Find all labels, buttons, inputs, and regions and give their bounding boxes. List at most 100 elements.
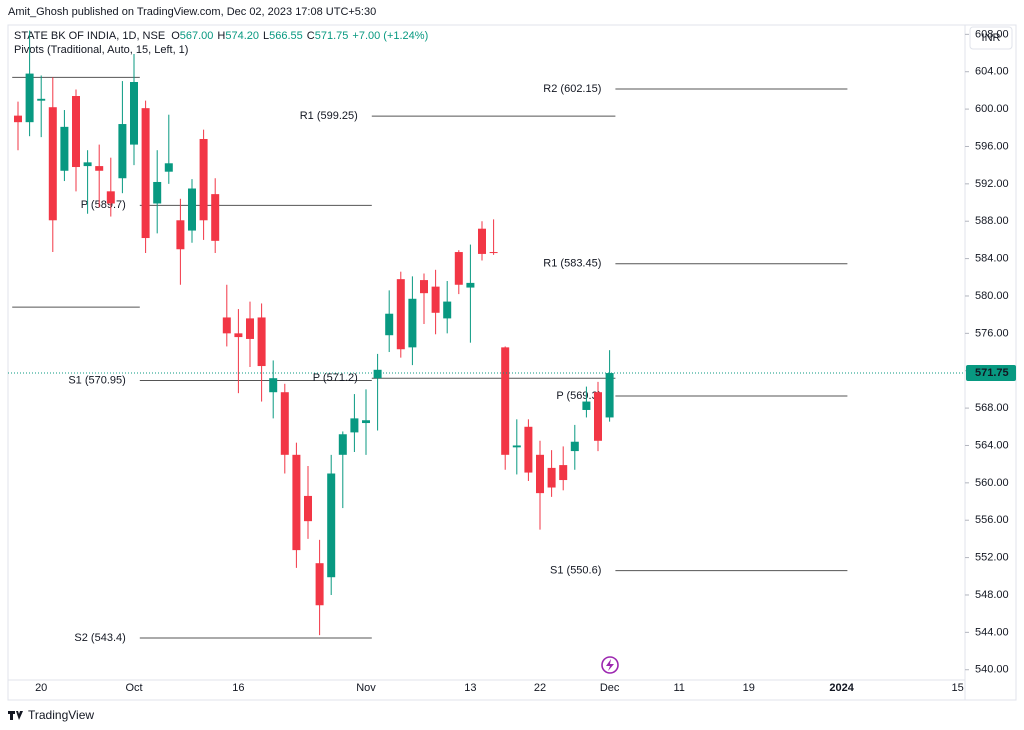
- candle-body: [512, 445, 521, 448]
- ohlc-key: O: [171, 30, 180, 42]
- candle-body: [257, 317, 266, 367]
- y-tick-label: 540.00: [975, 664, 1009, 676]
- x-tick-label: 2024: [829, 682, 854, 694]
- candle-body: [350, 418, 359, 433]
- icon-bolt: [606, 659, 614, 671]
- candle-body: [536, 454, 544, 494]
- candle-body: [280, 392, 289, 455]
- ohlc-value: 574.20: [225, 30, 259, 42]
- candle-body: [327, 473, 336, 578]
- x-tick-label: Oct: [125, 682, 142, 694]
- icon-ring: [601, 656, 619, 674]
- candle-body: [222, 317, 231, 334]
- ohlc-value: 567.00: [180, 30, 214, 42]
- last-price-box: [966, 365, 1016, 382]
- candle-body: [431, 286, 440, 313]
- y-tick-label: 600.00: [975, 103, 1009, 115]
- candle-body: [234, 333, 243, 338]
- candle-body: [559, 465, 568, 481]
- candle-body: [605, 373, 614, 418]
- ohlc-key: C: [307, 30, 315, 42]
- candle-body: [188, 188, 196, 231]
- y-tick-label: 580.00: [975, 290, 1009, 302]
- candle-body: [153, 181, 162, 204]
- candle-body: [524, 426, 533, 473]
- y-tick-label: 564.00: [975, 439, 1009, 451]
- candle-body: [292, 454, 301, 551]
- candle-body: [385, 313, 394, 336]
- candle-body: [489, 252, 498, 254]
- candle-body: [466, 282, 475, 288]
- candle-body: [130, 81, 138, 145]
- candle-body: [315, 563, 324, 606]
- change: +7.00 (+1.24%): [352, 30, 428, 42]
- pivot-label: S1 (550.6): [550, 565, 601, 577]
- candle-body: [478, 228, 486, 254]
- y-tick-label: 596.00: [975, 140, 1009, 152]
- candle-body: [164, 163, 173, 172]
- chart-frame: [7, 24, 1017, 701]
- pivot-label: R1 (583.45): [543, 258, 601, 270]
- ohlc-key: H: [217, 30, 225, 42]
- y-tick-label: 608.00: [975, 28, 1009, 40]
- y-tick-label: 584.00: [975, 253, 1009, 265]
- y-tick-label: 588.00: [975, 215, 1009, 227]
- pivot-label: S1 (570.95): [68, 374, 125, 386]
- candle-body: [14, 115, 22, 123]
- ohlc-key: L: [263, 30, 269, 42]
- candle-body: [176, 220, 185, 250]
- pivot-label: S2 (543.4): [74, 632, 125, 644]
- candle-body: [454, 252, 463, 285]
- candle-body: [501, 347, 510, 455]
- y-tick-label: 568.00: [975, 402, 1009, 414]
- ohlc-value: 571.75: [315, 30, 349, 42]
- candle-body: [420, 280, 428, 294]
- candle-body: [95, 166, 104, 171]
- pivot-label: P (569.3): [556, 390, 601, 402]
- candle-body: [408, 298, 417, 348]
- candle-body: [48, 107, 57, 221]
- pivot-label: R1 (599.25): [300, 110, 358, 122]
- candle-body: [60, 126, 69, 171]
- candle-body: [547, 467, 556, 488]
- y-tick-label: 560.00: [975, 477, 1009, 489]
- x-tick-label: Dec: [600, 682, 620, 694]
- lightning-icon[interactable]: [601, 656, 619, 674]
- candle-body: [269, 378, 278, 393]
- footer-brand: TradingView: [28, 708, 94, 722]
- candle-body: [141, 108, 150, 239]
- x-tick-label: 20: [35, 682, 47, 694]
- currency[interactable]: INR: [982, 32, 1001, 44]
- candle-body: [362, 420, 370, 424]
- candle-body: [83, 162, 92, 167]
- y-tick-label: 592.00: [975, 178, 1009, 190]
- candle-body: [199, 138, 208, 221]
- candle-body: [25, 73, 34, 123]
- x-tick-label: 19: [743, 682, 755, 694]
- candle-body: [594, 392, 602, 441]
- pivot-label: P (571.2): [313, 372, 358, 384]
- x-tick-label: 22: [534, 682, 546, 694]
- pivot-label: R2 (602.15): [543, 83, 601, 95]
- candle-body: [443, 301, 452, 319]
- candle-body: [118, 124, 127, 179]
- footer-logo: TradingView: [8, 708, 94, 722]
- last-price-label: 571.75: [975, 367, 1009, 379]
- legend: STATE BK OF INDIA, 1D, NSE O567.00 H574.20…: [14, 30, 428, 42]
- candle-body: [246, 318, 254, 339]
- x-tick-label: Nov: [356, 682, 376, 694]
- y-tick-label: 552.00: [975, 552, 1009, 564]
- candle-body: [582, 401, 591, 410]
- candle-body: [211, 194, 220, 241]
- y-tick-label: 548.00: [975, 589, 1009, 601]
- x-tick-label: 16: [232, 682, 244, 694]
- x-tick-label: 11: [673, 682, 684, 694]
- logo-mark: [8, 711, 23, 720]
- y-tick-label: 556.00: [975, 514, 1009, 526]
- y-tick-label: 604.00: [975, 66, 1009, 78]
- currency-button[interactable]: [969, 26, 1013, 50]
- candle-body: [304, 495, 312, 522]
- y-tick-label: 544.00: [975, 626, 1009, 638]
- x-tick-label: 15: [951, 682, 963, 694]
